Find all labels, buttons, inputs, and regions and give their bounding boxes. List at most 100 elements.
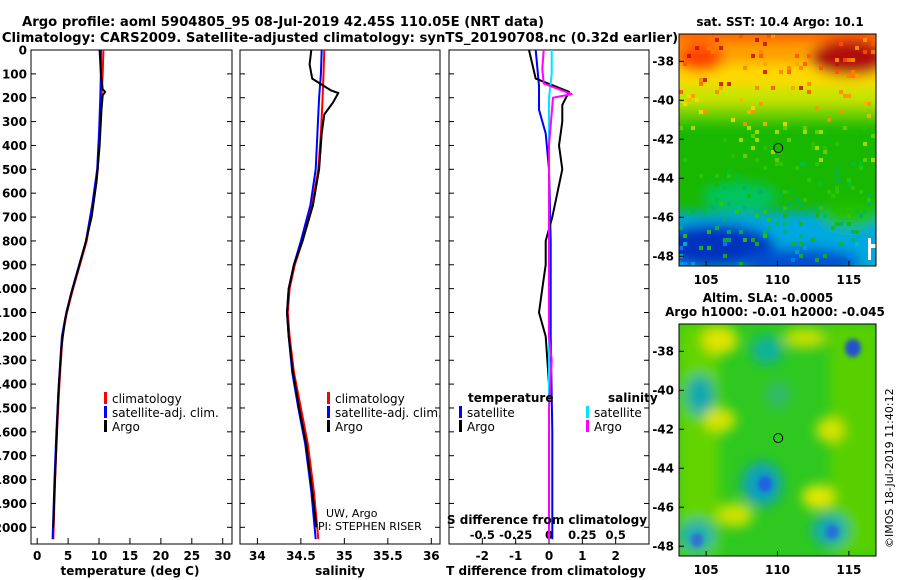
sst-pixel — [763, 122, 767, 126]
depth-tick-label: 500 — [2, 163, 27, 177]
sst-pixel — [767, 218, 771, 222]
s-difference-tick-label: -0.5 — [470, 528, 495, 542]
sst-pixel — [867, 102, 871, 106]
map-y-tick-label: -46 — [652, 500, 674, 514]
sst-pixel — [763, 210, 767, 214]
sst-pixel — [679, 262, 683, 266]
sst-pixel — [735, 210, 739, 214]
map-x-tick-label: 105 — [694, 563, 719, 577]
sst-pixel — [815, 146, 819, 150]
legend-label-s-satellite: satellite — [594, 406, 642, 420]
sst-pixel — [835, 190, 839, 194]
argo-location-marker — [773, 433, 784, 444]
sst-pixel — [791, 242, 795, 246]
depth-tick-label: 1500 — [0, 401, 27, 415]
difference-legend: temperature satellite Argo salinity sate… — [459, 391, 658, 434]
sst-pixel — [799, 254, 803, 258]
sst-pixel — [687, 210, 691, 214]
sst-pixel — [679, 226, 683, 230]
sst-pixel — [759, 102, 763, 106]
land-mask-fragment — [871, 244, 876, 248]
sla-lime-west — [679, 324, 719, 556]
sst-pixel — [843, 126, 847, 130]
sst-pixel — [727, 174, 731, 178]
legend-swatch-satellite — [104, 406, 107, 418]
sla-yellow-1 — [702, 326, 738, 354]
sst-pixel — [683, 102, 687, 106]
sst-pixel — [679, 174, 683, 178]
sst-pixel — [779, 194, 783, 198]
sst-pixel — [783, 206, 787, 210]
sst-pixel — [739, 98, 743, 102]
sst-pixel — [703, 78, 707, 82]
sst-band-lightgreen — [679, 106, 876, 122]
sst-pixel — [691, 126, 695, 130]
sst-pixel — [819, 206, 823, 210]
sst-pixel — [847, 190, 851, 194]
sst-pixel — [739, 34, 743, 38]
profile-line-satellite-adj-clim- — [286, 49, 323, 540]
sst-pixel — [831, 194, 835, 198]
sst-pixel — [807, 82, 811, 86]
s-difference-tick-label: 0.25 — [568, 528, 596, 542]
sst-pixel — [751, 134, 755, 138]
sst-pixel — [847, 222, 851, 226]
sst-pixel — [815, 194, 819, 198]
legend-swatch-satellite — [327, 406, 330, 418]
sst-pixel — [755, 214, 759, 218]
sst-pixel — [755, 130, 759, 134]
map-x-tick-label: 115 — [836, 563, 861, 577]
legend-label-satellite: satellite-adj. clim. — [112, 406, 219, 420]
sst-pixel — [763, 62, 767, 66]
x-tick-label: 34 — [249, 549, 266, 563]
depth-tick-label: 1400 — [0, 378, 27, 392]
x-tick-label: -1 — [509, 549, 522, 563]
sst-pixel — [763, 42, 767, 46]
sst-pixel — [851, 70, 855, 74]
depth-tick-label: 2000 — [0, 521, 27, 535]
sst-pixel — [707, 230, 711, 234]
sst-pixel — [735, 174, 739, 178]
sla-yellow-6 — [717, 503, 753, 527]
credit-line1: UW, Argo — [326, 507, 378, 520]
sst-pixel — [715, 90, 719, 94]
sst-pixel — [811, 174, 815, 178]
temperature-legend: climatology satellite-adj. clim. Argo — [104, 392, 219, 434]
x-tick-label: 34.5 — [286, 549, 316, 563]
sst-pixel — [763, 146, 767, 150]
x-tick-label: -2 — [476, 549, 489, 563]
sst-pixel — [755, 86, 759, 90]
sst-pixel — [867, 198, 871, 202]
sst-pixel — [843, 94, 847, 98]
sst-pixel — [771, 34, 775, 38]
sst-pixel — [679, 126, 683, 130]
sst-pixel-noise — [679, 34, 876, 266]
profile-line-argo — [52, 49, 107, 528]
sst-pixel — [831, 226, 835, 230]
sst-pixel — [699, 178, 703, 182]
sst-pixel — [767, 34, 771, 38]
map-y-tick-label: -44 — [652, 461, 674, 475]
sla-map-title1: Altim. SLA: -0.0005 — [703, 291, 834, 305]
sst-pixel — [711, 206, 715, 210]
profile-line-s-argo — [541, 49, 573, 540]
sst-pixel — [703, 210, 707, 214]
sst-pixel — [795, 62, 799, 66]
figure-title-line1: Argo profile: aoml 5904805_95 08-Jul-201… — [22, 15, 544, 30]
sst-pixel — [799, 86, 803, 90]
sst-pixel — [687, 54, 691, 58]
depth-tick-label: 900 — [2, 258, 27, 272]
sst-pixel — [759, 50, 763, 54]
sst-pixel — [835, 70, 839, 74]
sst-pixel — [683, 62, 687, 66]
sst-pixel — [751, 106, 755, 110]
sst-pixel — [715, 198, 719, 202]
sst-pixel — [771, 86, 775, 90]
sst-pixel — [863, 38, 867, 42]
sla-yellow-3 — [704, 408, 736, 432]
difference-plot: -2 -1 0 1 2-0.5 -0.25 0 0.25 0.5 — [470, 49, 626, 563]
sst-pixel — [715, 174, 719, 178]
sst-pixel — [695, 98, 699, 102]
x-tick-label: 36 — [423, 549, 440, 563]
s-difference-tick-label: -0.25 — [499, 528, 532, 542]
